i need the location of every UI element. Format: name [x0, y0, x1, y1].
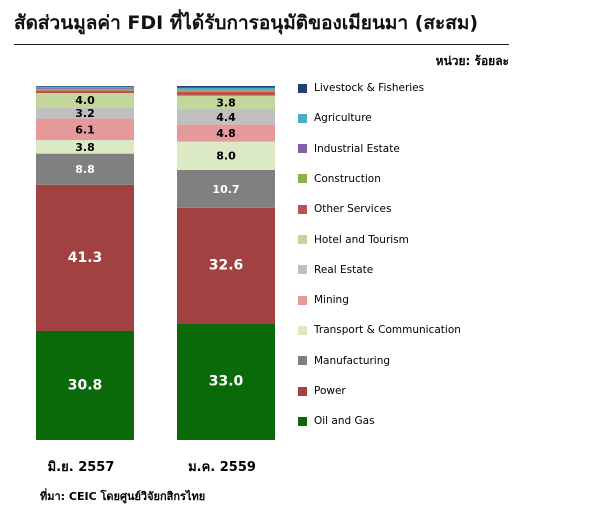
data-label-real-estate-1: 3.2: [75, 107, 95, 120]
legend-label-oil-and-gas: Oil and Gas: [314, 415, 375, 428]
legend-label-manufacturing: Manufacturing: [314, 354, 391, 367]
legend-label-industrial-estate: Industrial Estate: [314, 142, 400, 155]
data-label-hotel-and-tourism-2: 3.8: [216, 96, 236, 109]
chart-title: สัดส่วนมูลค่า FDI ที่ได้รับการอนุมัติของ…: [14, 12, 479, 34]
data-label-manufacturing-1: 8.8: [75, 163, 95, 176]
legend-swatch-real-estate: [298, 265, 307, 275]
bar-segment-oil-and-gas-2: [177, 323, 275, 440]
data-label-mining-2: 4.8: [216, 127, 236, 140]
legend-swatch-mining: [298, 295, 307, 305]
unit-label: หน่วย: ร้อยละ: [435, 54, 509, 68]
data-label-oil-and-gas-2: 33.0: [209, 374, 244, 390]
bar-segment-agriculture-2: [177, 87, 275, 90]
bar-segment-real-estate-1: [36, 107, 134, 119]
legend-label-livestock-fisheries: Livestock & Fisheries: [314, 82, 425, 94]
bar-segment-industrial-estate-1: [36, 88, 134, 90]
legend-swatch-oil-and-gas: [298, 416, 307, 426]
data-label-power-2: 32.6: [209, 257, 244, 273]
x-tick-label-1: มิ.ย. 2557: [48, 460, 115, 475]
data-label-real-estate-2: 4.4: [216, 111, 236, 124]
data-label-power-1: 41.3: [68, 250, 103, 266]
legend-label-transport-communication: Transport & Communication: [314, 324, 461, 337]
legend-item-hotel-and-tourism: Hotel and Tourism: [298, 233, 409, 247]
legend-swatch-manufacturing: [298, 356, 307, 366]
legend-item-transport-communication: Transport & Communication: [298, 323, 461, 337]
bar-segment-transport-communication-1: [36, 140, 134, 154]
bar-segment-agriculture-1: [36, 86, 134, 89]
legend-item-other-services: Other Services: [298, 202, 391, 216]
bar-segment-hotel-and-tourism-1: [36, 93, 134, 108]
title-underline: [14, 44, 509, 45]
data-label-oil-and-gas-1: 30.8: [68, 377, 103, 393]
bar-segment-hotel-and-tourism-2: [177, 95, 275, 110]
legend-label-mining: Mining: [314, 294, 349, 307]
bar-segment-livestock-fisheries-1: [36, 86, 134, 87]
legend-item-livestock-fisheries: Livestock & Fisheries: [298, 81, 424, 95]
legend-item-agriculture: Agriculture: [298, 111, 372, 125]
bar-segment-construction-1: [36, 89, 134, 91]
legend-swatch-livestock-fisheries: [298, 83, 307, 93]
legend-label-other-services: Other Services: [314, 203, 392, 216]
legend-item-power: Power: [298, 384, 346, 398]
legend-swatch-other-services: [298, 204, 307, 214]
legend-swatch-hotel-and-tourism: [298, 235, 307, 244]
legend-item-construction: Construction: [298, 172, 381, 186]
source-note: ที่มา: CEIC โดยศูนย์วิจัยกสิกรไทย: [40, 490, 206, 503]
bar-segment-manufacturing-1: [36, 153, 134, 185]
legend-label-agriculture: Agriculture: [314, 112, 372, 125]
bar-segment-livestock-fisheries-2: [177, 86, 275, 88]
legend-item-real-estate: Real Estate: [298, 263, 373, 277]
legend-label-hotel-and-tourism: Hotel and Tourism: [314, 233, 409, 246]
legend-item-oil-and-gas: Oil and Gas: [298, 414, 375, 428]
x-tick-label-2: ม.ค. 2559: [188, 460, 256, 475]
legend-label-power: Power: [314, 385, 346, 397]
data-label-hotel-and-tourism-1: 4.0: [75, 94, 95, 107]
legend-label-real-estate: Real Estate: [314, 263, 374, 276]
bar-segment-real-estate-2: [177, 109, 275, 125]
legend-swatch-agriculture: [298, 113, 307, 123]
bar-segment-construction-2: [177, 90, 275, 93]
data-label-transport-communication-2: 8.0: [216, 150, 236, 163]
data-label-mining-1: 6.1: [75, 123, 95, 136]
bar-segment-mining-1: [36, 118, 134, 141]
legend-item-industrial-estate: Industrial Estate: [298, 142, 400, 156]
legend-swatch-construction: [298, 174, 307, 184]
bar-segment-other-services-2: [177, 92, 275, 96]
legend-label-construction: Construction: [314, 172, 381, 185]
bar-segment-power-1: [36, 184, 134, 331]
legend-swatch-transport-communication: [298, 325, 307, 335]
legend-item-mining: Mining: [298, 293, 349, 307]
legend-swatch-power: [298, 386, 307, 396]
bar-segment-other-services-1: [36, 90, 134, 94]
bar-segment-transport-communication-2: [177, 141, 275, 170]
bar-segment-oil-and-gas-1: [36, 330, 134, 440]
legend-swatch-industrial-estate: [298, 144, 307, 154]
bar-segment-manufacturing-2: [177, 169, 275, 208]
bar-segment-mining-2: [177, 124, 275, 142]
data-label-transport-communication-1: 3.8: [75, 141, 95, 154]
legend-item-manufacturing: Manufacturing: [298, 354, 390, 368]
data-label-manufacturing-2: 10.7: [212, 183, 239, 196]
bar-segment-power-2: [177, 207, 275, 324]
